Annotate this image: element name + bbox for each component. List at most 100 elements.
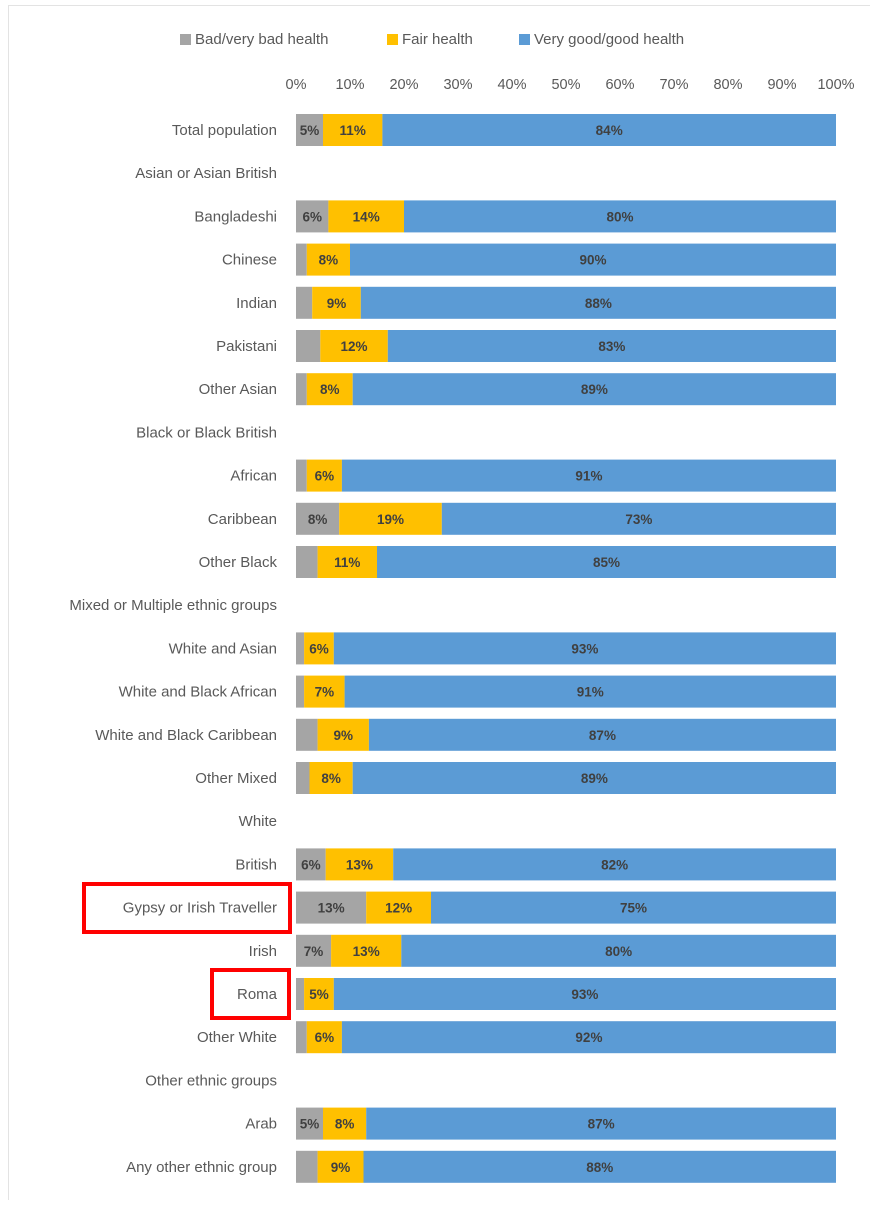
x-tick-label: 10%	[335, 77, 364, 93]
data-label: 88%	[586, 1160, 613, 1175]
bar-segment-bad-very-bad-health	[296, 502, 340, 535]
bar-segment-very-good-good-health	[441, 502, 836, 535]
legend-swatch-very-good-good-health	[519, 34, 530, 45]
bar-segment-bad-very-bad-health	[296, 632, 305, 665]
data-label: 73%	[625, 512, 652, 527]
data-label: 8%	[335, 1117, 355, 1132]
data-label: 88%	[585, 296, 612, 311]
highlight-boxes	[82, 882, 292, 1020]
bar-segment-very-good-good-health	[333, 978, 836, 1010]
bar-segment-fair-health	[323, 1107, 367, 1140]
bar-segment-very-good-good-health	[401, 934, 836, 967]
chart-legend: Bad/very bad health Fair health Very good/…	[180, 31, 684, 48]
data-label: 8%	[321, 771, 341, 786]
legend-label-very-good-good-health: Very good/good health	[534, 31, 684, 48]
bar-segment-fair-health	[306, 243, 350, 276]
x-axis: 0% 10% 20% 30% 40% 50% 60% 70% 80% 90% 100%	[286, 77, 855, 93]
data-label: 87%	[589, 728, 616, 743]
data-label: 12%	[385, 901, 412, 916]
data-label: 93%	[571, 641, 598, 656]
data-label: 91%	[575, 469, 602, 484]
category-label-other-white: Other White	[197, 1029, 277, 1046]
bar-segment-bad-very-bad-health	[296, 373, 307, 406]
bar-segment-fair-health	[328, 200, 404, 233]
category-label-mixed-or-multiple-ethnic-groups: Mixed or Multiple ethnic groups	[69, 597, 277, 614]
data-label: 9%	[327, 296, 347, 311]
category-label-chinese: Chinese	[222, 252, 277, 269]
x-tick-label: 40%	[497, 77, 526, 93]
bar-segment-very-good-good-health	[341, 459, 836, 492]
category-label-other-asian: Other Asian	[199, 381, 277, 398]
legend-swatch-bad-very-bad-health	[180, 34, 191, 45]
bar-segment-fair-health	[312, 286, 361, 319]
bar-segment-bad-very-bad-health	[296, 1150, 318, 1183]
data-label: 11%	[334, 555, 360, 570]
bar-segment-very-good-good-health	[341, 1021, 836, 1054]
data-label: 8%	[319, 253, 339, 268]
category-label-british: British	[235, 856, 277, 873]
category-label-gypsy-or-irish-traveller: Gypsy or Irish Traveller	[123, 900, 277, 917]
bar-segment-fair-health	[366, 891, 431, 924]
x-tick-label: 50%	[551, 77, 580, 93]
category-label-any-other-ethnic-group: Any other ethnic group	[126, 1159, 277, 1176]
bar-segment-fair-health	[304, 978, 334, 1010]
data-label: 5%	[300, 123, 320, 138]
data-label: 9%	[331, 1160, 351, 1175]
bar-segment-bad-very-bad-health	[296, 675, 305, 708]
bar-segment-fair-health	[331, 934, 402, 967]
x-tick-label: 60%	[605, 77, 634, 93]
data-label: 75%	[620, 901, 647, 916]
data-label: 6%	[309, 641, 329, 656]
data-label: 19%	[377, 512, 404, 527]
bar-segment-bad-very-bad-health	[296, 934, 332, 967]
x-tick-label: 90%	[767, 77, 796, 93]
bar-segment-very-good-good-health	[387, 330, 836, 362]
category-label-white-and-asian: White and Asian	[169, 640, 277, 657]
category-label-other-mixed: Other Mixed	[195, 770, 277, 787]
bar-segment-very-good-good-health	[352, 373, 836, 406]
bar-segment-bad-very-bad-health	[296, 330, 321, 362]
x-tick-label: 80%	[713, 77, 742, 93]
bar-segment-fair-health	[309, 762, 353, 794]
data-label: 6%	[315, 469, 335, 484]
highlight-box-gypsy-or-irish-traveller	[82, 882, 292, 934]
category-label-white-and-black-african: White and Black African	[119, 684, 277, 701]
x-tick-label: 20%	[389, 77, 418, 93]
data-label: 89%	[581, 382, 608, 397]
x-tick-label: 70%	[659, 77, 688, 93]
category-label-asian-or-asian-british: Asian or Asian British	[135, 165, 277, 182]
bar-segment-bad-very-bad-health	[296, 1107, 323, 1140]
category-label-pakistani: Pakistani	[216, 338, 277, 355]
bar-segment-bad-very-bad-health	[296, 978, 305, 1010]
bar-segment-very-good-good-health	[393, 848, 836, 881]
bar-segment-fair-health	[306, 373, 353, 406]
bar-segment-bad-very-bad-health	[296, 848, 326, 881]
category-label-bangladeshi: Bangladeshi	[194, 208, 277, 225]
data-label: 7%	[304, 944, 324, 959]
category-label-white-and-black-caribbean: White and Black Caribbean	[95, 727, 277, 744]
x-tick-label: 100%	[817, 77, 854, 93]
data-label: 7%	[315, 685, 335, 700]
data-label: 12%	[341, 339, 368, 354]
category-label-arab: Arab	[245, 1116, 277, 1133]
data-label: 89%	[581, 771, 608, 786]
data-label: 87%	[588, 1117, 615, 1132]
data-label: 8%	[320, 382, 340, 397]
data-label: 13%	[318, 901, 345, 916]
category-label-indian: Indian	[236, 295, 277, 312]
category-label-roma: Roma	[237, 986, 278, 1003]
bar-segment-bad-very-bad-health	[296, 243, 307, 276]
bar-segment-very-good-good-health	[350, 243, 836, 276]
data-label: 80%	[606, 209, 633, 224]
bar-segment-fair-health	[323, 114, 383, 146]
bar-segment-fair-health	[306, 459, 342, 492]
bar-segment-fair-health	[317, 546, 377, 578]
data-label: 5%	[309, 987, 329, 1002]
frame-top-border	[8, 5, 870, 6]
data-label: 82%	[601, 857, 628, 872]
bar-segment-very-good-good-health	[377, 546, 836, 578]
bar-segment-bad-very-bad-health	[296, 114, 323, 146]
data-label: 84%	[596, 123, 623, 138]
category-label-irish: Irish	[249, 943, 277, 960]
